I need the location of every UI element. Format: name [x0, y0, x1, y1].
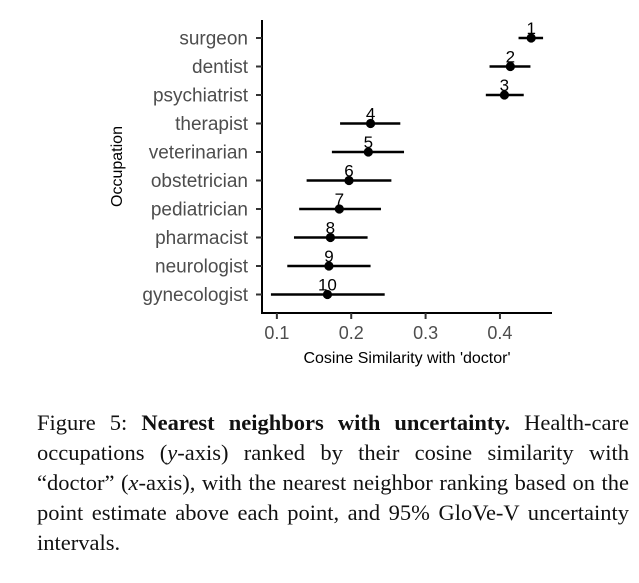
x-tick-label-0.4: 0.4 [487, 323, 512, 343]
y-tick-label-pharmacist: pharmacist [155, 228, 249, 249]
dot-interval-chart: surgeon dentist psychiatrist therapist veter… [109, 19, 552, 367]
point-neurologist [324, 261, 334, 271]
caption-title: Nearest neighbors with uncertainty. [141, 410, 511, 435]
caption-x-symbol: x [128, 470, 139, 495]
rank-label-1: 1 [526, 19, 535, 38]
y-tick-labels: surgeon dentist psychiatrist therapist veter… [142, 29, 248, 307]
rank-label-5: 5 [364, 133, 373, 152]
caption-y-symbol: y [167, 440, 178, 465]
point-obstetrician [344, 175, 354, 186]
figure-caption: Figure 5: Nearest neighbors with uncerta… [37, 408, 629, 558]
rank-label-9: 9 [324, 247, 333, 266]
rank-label-7: 7 [335, 190, 344, 209]
y-ticks [256, 37, 262, 296]
x-tick-label-0.2: 0.2 [339, 323, 364, 343]
y-tick-label-dentist: dentist [192, 57, 249, 78]
point-gynecologist [322, 289, 333, 300]
y-tick-label-therapist: therapist [175, 114, 249, 135]
y-tick-label-surgeon: surgeon [179, 29, 248, 50]
rank-label-6: 6 [344, 162, 353, 181]
point-pharmacist [325, 232, 336, 243]
x-ticks: 0.1 0.2 0.3 0.4 [264, 313, 512, 343]
point-psychiatrist [499, 90, 510, 100]
caption-text-2: -axis) ranked by their cosine similarity… [37, 440, 629, 495]
y-axis-title: Occupation [109, 126, 126, 207]
point-pediatrician [334, 204, 344, 214]
point-therapist [365, 118, 376, 129]
point-dentist [505, 61, 515, 72]
point-surgeon [526, 33, 536, 43]
point-veterinarian [363, 147, 373, 157]
caption-text-3: -axis), with the nearest neighbor rankin… [37, 470, 629, 555]
caption-label: Figure 5: [37, 410, 142, 435]
x-tick-label-0.1: 0.1 [264, 323, 289, 343]
y-tick-label-obstetrician: obstetrician [151, 171, 248, 192]
rank-label-2: 2 [506, 48, 515, 67]
y-tick-label-veterinarian: veterinarian [149, 143, 248, 164]
y-tick-label-neurologist: neurologist [155, 257, 249, 278]
x-tick-label-0.3: 0.3 [413, 323, 438, 343]
y-tick-label-pediatrician: pediatrician [151, 200, 248, 221]
rank-label-10: 10 [318, 276, 337, 295]
x-axis-title: Cosine Similarity with 'doctor' [303, 350, 510, 367]
point-estimates [322, 33, 536, 300]
rank-label-3: 3 [500, 76, 509, 95]
caption-text-1: Health-care occupations ( [37, 410, 629, 465]
y-tick-label-psychiatrist: psychiatrist [153, 86, 249, 107]
rank-label-4: 4 [366, 105, 375, 124]
y-tick-label-gynecologist: gynecologist [142, 285, 248, 306]
rank-label-8: 8 [326, 219, 335, 238]
